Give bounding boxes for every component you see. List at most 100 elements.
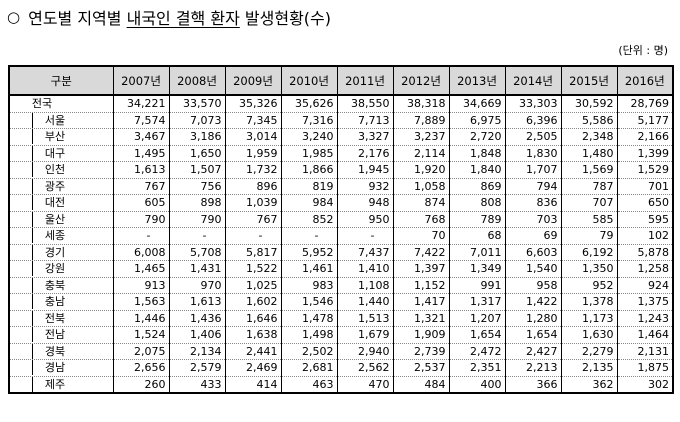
table-cell: 2,176 xyxy=(336,145,393,162)
table-cell: 1,540 xyxy=(504,260,561,278)
table-cell: 794 xyxy=(504,178,561,195)
row-region-cell: 충북 xyxy=(9,277,113,294)
row-region-label: 전북 xyxy=(44,311,66,325)
table-cell: 1,207 xyxy=(448,310,505,327)
table-cell: 7,073 xyxy=(168,112,225,129)
table-cell: 6,975 xyxy=(448,112,505,129)
table-cell: 1,830 xyxy=(504,145,561,162)
indent-spacer xyxy=(10,376,33,392)
row-region-cell: 세종 xyxy=(9,227,113,245)
tb-statistics-table: 구분 2007년 2008년 2009년 2010년 2011년 2012년 2013년 20… xyxy=(8,65,674,394)
table-cell: 2,213 xyxy=(504,359,561,377)
unit-label: (단위 : 명) xyxy=(618,44,668,57)
row-region-label: 경북 xyxy=(44,344,66,358)
table-cell: 2,537 xyxy=(392,359,449,377)
table-cell: 7,345 xyxy=(224,112,281,129)
table-cell: 869 xyxy=(448,178,505,195)
table-cell: 1,108 xyxy=(336,277,393,294)
table-cell: - xyxy=(280,227,337,245)
table-cell: 6,192 xyxy=(560,244,617,261)
table-cell: 1,959 xyxy=(224,145,281,162)
row-region-cell: 제주 xyxy=(9,376,113,393)
table-cell: 7,574 xyxy=(112,112,169,129)
table-cell: 983 xyxy=(280,277,337,294)
table-row: 울산 790 790 767 852 950 768 789 703 585 595 xyxy=(9,211,673,228)
table-cell: 3,240 xyxy=(280,128,337,146)
table-cell: 2,720 xyxy=(448,128,505,146)
table-cell: 7,713 xyxy=(336,112,393,129)
header-year: 2007년 xyxy=(112,65,170,96)
table-cell: 30,592 xyxy=(560,95,617,113)
table-row: 강원 1,465 1,431 1,522 1,461 1,410 1,397 1,349 1,5… xyxy=(9,260,673,278)
table-cell: 3,014 xyxy=(224,128,281,146)
table-cell: 1,464 xyxy=(616,326,673,344)
table-cell: 6,008 xyxy=(112,244,169,261)
table-cell: 1,152 xyxy=(392,277,449,294)
table-cell: 2,681 xyxy=(280,359,337,377)
table-cell: 1,707 xyxy=(504,161,561,179)
table-cell: 991 xyxy=(448,277,505,294)
table-cell: 35,326 xyxy=(224,95,281,113)
row-region-cell: 부산 xyxy=(9,128,113,146)
table-cell: 1,280 xyxy=(504,310,561,327)
indent-spacer xyxy=(10,162,33,178)
table-cell: 1,465 xyxy=(112,260,169,278)
table-cell: 1,654 xyxy=(504,326,561,344)
indent-spacer xyxy=(10,129,33,145)
table-cell: 35,626 xyxy=(280,95,337,113)
table-cell: 6,603 xyxy=(504,244,561,261)
table-cell: 2,351 xyxy=(448,359,505,377)
table-cell: 1,909 xyxy=(392,326,449,344)
table-cell: 5,878 xyxy=(616,244,673,261)
table-cell: 952 xyxy=(560,277,617,294)
table-cell: 70 xyxy=(392,227,449,245)
row-region-cell: 광주 xyxy=(9,178,113,195)
table-cell: 484 xyxy=(392,376,449,393)
row-region-label: 울산 xyxy=(44,212,66,226)
indent-spacer xyxy=(10,228,33,244)
table-cell: 1,498 xyxy=(280,326,337,344)
table-row: 세종 - - - - -70 68 69 79 102 xyxy=(9,227,673,245)
indent-spacer xyxy=(10,178,33,194)
indent-spacer xyxy=(10,343,33,359)
table-row: 충남 1,563 1,613 1,602 1,546 1,440 1,417 1,317 1,4… xyxy=(9,293,673,311)
table-cell: 1,397 xyxy=(392,260,449,278)
table-cell: 38,318 xyxy=(392,95,449,113)
table-cell: 1,602 xyxy=(224,293,281,311)
table-cell: 7,422 xyxy=(392,244,449,261)
table-body: 전국 34,221 33,570 35,326 35,626 38,550 38,318 34… xyxy=(9,95,673,393)
table-cell: 1,985 xyxy=(280,145,337,162)
indent-spacer xyxy=(10,294,33,310)
table-cell: 79 xyxy=(560,227,617,245)
table-cell: 463 xyxy=(280,376,337,393)
table-row: 경남 2,656 2,579 2,469 2,681 2,562 2,537 2,351 2,2… xyxy=(9,359,673,377)
row-region-label: 충남 xyxy=(44,295,66,309)
table-cell: 756 xyxy=(168,178,225,195)
table-cell: 1,406 xyxy=(168,326,225,344)
table-cell: 1,436 xyxy=(168,310,225,327)
row-region-label: 광주 xyxy=(44,179,66,193)
indent-spacer xyxy=(10,360,33,376)
table-cell: 2,656 xyxy=(112,359,169,377)
row-region-label: 부산 xyxy=(44,130,66,144)
table-cell: 400 xyxy=(448,376,505,393)
indent-spacer xyxy=(10,195,33,211)
table-cell: 1,732 xyxy=(224,161,281,179)
table-cell: 1,495 xyxy=(112,145,169,162)
table-cell: 852 xyxy=(280,211,337,228)
table-cell: 1,524 xyxy=(112,326,169,344)
table-cell: 768 xyxy=(392,211,449,228)
table-cell: 433 xyxy=(168,376,225,393)
table-cell: 1,410 xyxy=(336,260,393,278)
table-cell: 819 xyxy=(280,178,337,195)
table-cell: 5,952 xyxy=(280,244,337,261)
row-region-cell: 울산 xyxy=(9,211,113,228)
table-cell: 302 xyxy=(616,376,673,393)
title-underlined: 내국인 결핵 환자 xyxy=(126,9,240,28)
table-cell: 1,630 xyxy=(560,326,617,344)
table-cell: 789 xyxy=(448,211,505,228)
row-region-cell: 전국 xyxy=(9,95,113,113)
table-row: 대구 1,495 1,650 1,959 1,985 2,176 2,114 1,848 1,8… xyxy=(9,145,673,162)
table-cell: - xyxy=(168,227,225,245)
table-cell: 34,669 xyxy=(448,95,505,113)
